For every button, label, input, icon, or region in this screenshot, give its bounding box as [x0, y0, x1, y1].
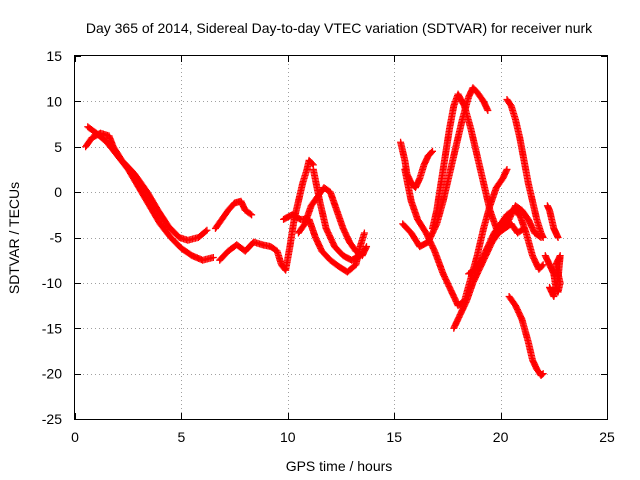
data-point	[360, 229, 368, 237]
data-point	[427, 148, 435, 156]
series-arc-o	[505, 292, 547, 379]
series-arc-d	[216, 156, 317, 274]
data-point	[539, 261, 547, 269]
data-point	[538, 371, 546, 379]
y-tick-label: 10	[46, 93, 62, 109]
data-point	[484, 106, 492, 114]
series-arc-b	[84, 123, 217, 264]
y-tick-label: -25	[42, 411, 62, 427]
x-tick-label: 15	[386, 429, 402, 445]
grid	[75, 56, 607, 419]
data-point	[554, 234, 562, 241]
data-point	[209, 253, 217, 261]
y-tick-label: 5	[54, 139, 62, 155]
series-arc-q	[541, 252, 564, 300]
y-tick-label: -5	[50, 230, 63, 246]
y-axis-label: SDTVAR / TECUs	[6, 182, 22, 294]
series-arc-e	[280, 211, 368, 276]
data-point	[246, 210, 254, 218]
data-point	[538, 262, 546, 270]
x-tick-label: 0	[71, 429, 79, 445]
data-point	[356, 252, 364, 260]
data-point	[539, 234, 547, 241]
series-arc-n	[503, 96, 547, 241]
y-tick-label: -10	[42, 275, 62, 291]
data-point	[363, 243, 371, 251]
chart-title: Day 365 of 2014, Sidereal Day-to-day VTE…	[86, 20, 593, 36]
y-tick-label: 15	[46, 48, 62, 64]
data-point	[202, 227, 210, 235]
data-point	[248, 211, 256, 219]
x-tick-label: 5	[178, 429, 186, 445]
y-tick-label: 0	[54, 184, 62, 200]
x-axis-label: GPS time / hours	[286, 458, 393, 474]
y-tick-label: -20	[42, 366, 62, 382]
x-tick-label: 10	[280, 429, 296, 445]
series-arc-c	[211, 197, 256, 232]
data-point	[546, 283, 554, 291]
x-tick-label: 25	[599, 429, 615, 445]
series-arc-p	[543, 202, 562, 241]
y-tick-label: -15	[42, 320, 62, 336]
axes-ticks: 0 5 10 15 20 25 -25 -20 -15 -10 -5 0 5 10 15	[42, 48, 615, 445]
data-point	[308, 160, 316, 168]
data-points	[82, 84, 564, 379]
series-arc-g	[309, 165, 364, 264]
data-point	[203, 226, 211, 234]
x-tick-label: 20	[493, 429, 509, 445]
series-arc-h	[397, 138, 437, 192]
data-point	[429, 147, 437, 155]
series-arc-i	[399, 84, 492, 251]
plot-frame	[74, 55, 608, 420]
series-arc-a	[82, 129, 211, 244]
data-point	[503, 165, 511, 173]
data-point	[539, 370, 547, 378]
series-arc-m	[465, 206, 547, 278]
